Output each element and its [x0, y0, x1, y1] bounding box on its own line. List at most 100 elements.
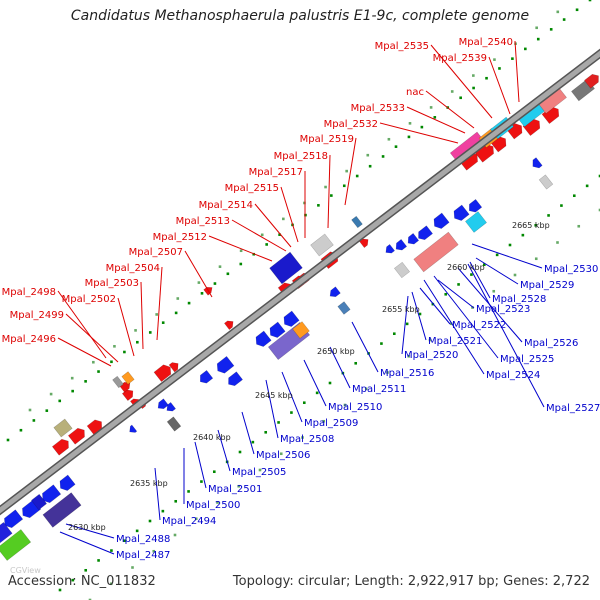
kbp-ticks: 2630 kbp 2635 kbp 2640 kbp 2645 kbp 2650 kbp… — [68, 221, 550, 532]
reverse-gene — [292, 321, 310, 339]
guide-dot — [324, 185, 327, 189]
reverse-gene — [0, 529, 32, 561]
guide-dot — [354, 361, 358, 365]
guide-dot — [394, 145, 398, 148]
reverse-gene — [31, 493, 47, 511]
label-leader — [469, 261, 491, 299]
guide-dot — [405, 322, 409, 326]
reverse-gene-label: Mpal_2509 — [304, 418, 358, 429]
guide-dot — [364, 387, 368, 391]
label-leader — [57, 290, 107, 359]
kbp-tick-label: 2655 kbp — [382, 305, 420, 314]
guide-dot — [408, 122, 412, 125]
guide-dot — [598, 208, 600, 212]
forward-gene-label: Mpal_2503 — [85, 278, 139, 289]
reverse-gene — [395, 239, 408, 251]
guide-dot — [418, 312, 422, 316]
reverse-gene — [166, 416, 182, 432]
guide-dot — [212, 470, 216, 474]
reverse-gene-label: Mpal_2511 — [352, 384, 406, 395]
guide-dot — [328, 381, 332, 385]
guide-dot — [420, 125, 424, 129]
reverse-gene-label: Mpal_2520 — [404, 350, 458, 361]
guide-dot — [71, 578, 75, 582]
guide-dot — [534, 223, 538, 227]
forward-gene-label: Mpal_2539 — [433, 53, 487, 64]
reverse-gene — [469, 199, 483, 213]
guide-dot — [342, 184, 346, 188]
guide-dot — [577, 224, 581, 228]
guide-dot — [161, 509, 165, 513]
guide-dot — [216, 501, 219, 504]
guide-dot — [560, 204, 563, 207]
guide-dot — [45, 409, 49, 412]
guide-dot — [97, 559, 100, 562]
label-leader — [59, 531, 115, 555]
guide-dot — [155, 313, 158, 316]
label-leader — [156, 266, 163, 341]
guide-dot — [187, 301, 191, 305]
reverse-gene — [42, 492, 82, 528]
guide-dot — [345, 169, 348, 173]
kbp-tick-label: 2665 kbp — [512, 221, 550, 230]
kbp-tick-label: 2650 kbp — [317, 347, 355, 356]
guide-dot — [521, 233, 525, 237]
guide-dot — [187, 490, 190, 493]
reverse-gene — [532, 157, 543, 169]
guide-dot — [58, 399, 62, 403]
guide-dot — [381, 155, 385, 158]
guide-dot — [368, 164, 372, 168]
guide-dot — [173, 533, 177, 537]
forward-gene — [67, 427, 85, 445]
reverse-gene — [385, 244, 395, 254]
guide-dot — [84, 380, 87, 383]
forward-gene — [53, 418, 73, 438]
guide-dot — [200, 480, 203, 483]
forward-gene-label: nac — [406, 87, 424, 98]
label-leader — [217, 429, 231, 472]
guide-dot — [110, 549, 113, 552]
guide-dot — [237, 484, 241, 488]
label-leader — [411, 291, 427, 341]
guide-dot — [161, 321, 165, 324]
map-title: Candidatus Methanosphaerula palustris E1… — [70, 8, 530, 24]
reverse-gene-label: Mpal_2494 — [162, 516, 216, 527]
reverse-gene — [283, 310, 300, 327]
label-leader — [140, 281, 144, 350]
guide-dot — [148, 331, 152, 334]
label-leader — [208, 235, 273, 262]
reverse-gene-label: Mpal_2516 — [380, 368, 434, 379]
kbp-tick-label: 2645 kbp — [255, 391, 293, 400]
forward-gene — [153, 364, 172, 383]
topology-label: Topology: circular; Length: 2,922,917 bp… — [232, 574, 590, 589]
guide-dot — [472, 74, 475, 77]
label-leader — [57, 337, 112, 367]
forward-gene-label: Mpal_2513 — [176, 216, 230, 227]
reverse-gene-label: Mpal_2528 — [492, 294, 546, 305]
guide-dot — [598, 174, 600, 178]
forward-gene-label: Mpal_2504 — [106, 263, 160, 274]
guide-dot — [277, 421, 280, 424]
label-leader — [184, 250, 213, 298]
gene-features — [0, 73, 599, 561]
guide-dot — [536, 37, 540, 41]
label-leader — [475, 257, 519, 285]
guide-dot — [88, 598, 92, 600]
forward-gene-label: Mpal_2540 — [459, 37, 513, 48]
reverse-gene — [465, 211, 487, 233]
label-leader — [379, 122, 459, 144]
guide-dot — [239, 262, 243, 266]
guide-dot — [97, 370, 100, 373]
guide-dot — [92, 360, 95, 364]
label-leader — [117, 297, 135, 357]
label-leader — [65, 313, 119, 363]
guide-dot — [534, 257, 538, 261]
guide-dot — [535, 26, 538, 30]
label-leader — [254, 203, 292, 248]
guide-dot — [174, 311, 178, 315]
guide-dot — [113, 344, 116, 348]
guide-dot — [174, 499, 178, 503]
label-leader — [241, 411, 255, 455]
forward-gene — [351, 215, 363, 229]
guide-dot — [588, 0, 592, 2]
